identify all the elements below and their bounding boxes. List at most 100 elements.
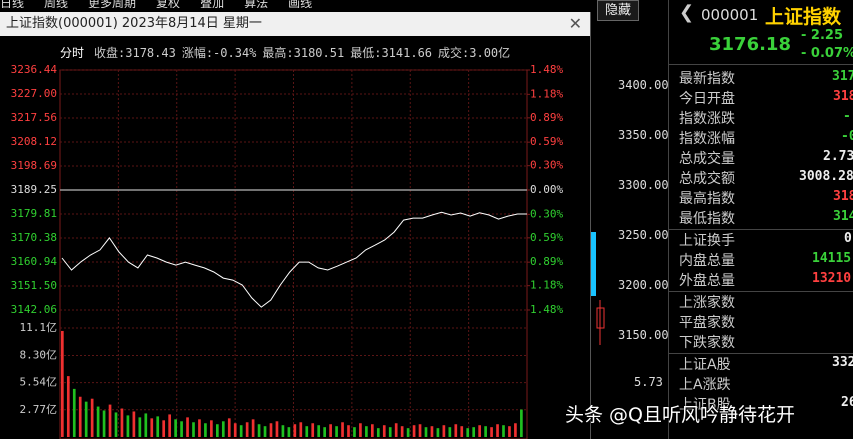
- volume-bar: [436, 428, 440, 437]
- row-label: 最低指数: [679, 211, 735, 227]
- volume-bar: [186, 417, 189, 437]
- separator: [669, 353, 853, 354]
- volume-bar: [108, 404, 112, 437]
- volume-bar: [442, 425, 446, 437]
- volume-bar: [359, 423, 362, 437]
- quote-panel: ❮ 000001 上证指数 3176.18 - 2.25 - 0.07% 最新指…: [668, 0, 853, 439]
- volume-bar: [84, 401, 88, 437]
- row-label: 上证B股: [679, 397, 731, 413]
- close-button[interactable]: ✕: [568, 14, 582, 33]
- stat: 成交:3.00亿: [438, 46, 511, 60]
- price: 3176.18: [709, 34, 791, 55]
- row-label: 平盘家数: [679, 315, 735, 331]
- volume-bar: [90, 398, 94, 437]
- y-tick-label: 3217.56: [11, 111, 57, 124]
- row-label: 指数涨幅: [679, 131, 735, 147]
- volume-bar: [168, 414, 171, 437]
- row-value: -: [843, 109, 851, 124]
- stat: 涨幅:-0.34%: [181, 46, 257, 60]
- row-label: 最高指数: [679, 191, 735, 207]
- volume-bar: [466, 428, 470, 437]
- y2-tick-label: 1.18%: [530, 279, 563, 292]
- row-value: 332: [832, 355, 853, 370]
- stock-name: 上证指数: [765, 6, 842, 28]
- y-tick-label: 3227.00: [11, 87, 57, 100]
- volume-bar: [353, 427, 356, 437]
- toolbar: 日线 周线 更多周期 复权 叠加 算法 画线: [0, 0, 590, 8]
- menu-item: 更多周期: [88, 0, 137, 8]
- volume-bar: [376, 428, 380, 437]
- volume-bar: [382, 425, 386, 437]
- volume-bar: [329, 424, 332, 437]
- mode-label: 分时: [60, 46, 85, 60]
- volume-bar: [335, 426, 338, 437]
- volume-bar: [192, 422, 195, 437]
- row-value: 14115: [812, 251, 852, 266]
- separator: [669, 64, 853, 65]
- popup-title: 上证指数(000001) 2023年8月14日 星期一: [0, 12, 590, 36]
- volume-bar: [454, 424, 458, 437]
- menu-item: 周线: [44, 0, 69, 8]
- volume-bar: [269, 423, 273, 437]
- volume-bar: [406, 428, 410, 437]
- separator: [669, 291, 853, 292]
- volume-bar: [484, 426, 487, 437]
- intraday-chart: 3236.44 3227.00 3217.56 3208.12 3198.69 3189.…: [11, 63, 563, 439]
- row-value: 318: [833, 189, 853, 204]
- volume-bar: [496, 424, 499, 437]
- y-tick-label: 3189.25: [11, 183, 57, 196]
- stats-line: 分时 收盘:3178.43 涨幅:-0.34% 最高:3180.51 最低:3141.6…: [60, 44, 516, 61]
- row-value: 3008.28: [799, 169, 853, 184]
- volume-bar: [508, 426, 511, 437]
- price-line: [61, 211, 527, 308]
- volume-bar: [293, 424, 297, 437]
- y-tick-label: 3236.44: [11, 63, 58, 76]
- row-value: 2.73: [823, 149, 853, 164]
- y-tick-label: 3179.81: [11, 207, 57, 220]
- y2-tick-label: 0.59%: [530, 231, 563, 244]
- y-tick-label: 3151.50: [11, 279, 57, 292]
- y-tick-label: 3170.38: [11, 231, 57, 244]
- y2-tick-label: 1.48%: [530, 303, 563, 316]
- volume-bar: [233, 423, 237, 437]
- row-value: 318: [833, 89, 853, 104]
- row-label: 最新指数: [679, 71, 735, 87]
- y2-tick-label: 0.00%: [530, 183, 563, 196]
- menu-item: 复权: [156, 0, 181, 8]
- y-tick-label: 5.54亿: [20, 376, 58, 389]
- volume-bar: [72, 388, 76, 437]
- volume-bar: [323, 427, 326, 437]
- candle: [596, 307, 605, 329]
- volume-bar: [388, 427, 392, 437]
- row-label: 总成交量: [679, 151, 735, 167]
- volume-bar: [472, 427, 476, 437]
- y2-tick-label: 1.48%: [530, 63, 563, 76]
- y2-tick-label: 0.89%: [530, 255, 563, 268]
- row-value: 0: [844, 231, 852, 246]
- volume-bar: [311, 423, 315, 437]
- volume-bar: [400, 426, 404, 437]
- y-tick-label: 3160.94: [11, 255, 58, 268]
- volume-bar: [132, 411, 136, 437]
- menu-item: 日线: [0, 0, 25, 8]
- volume-bar: [251, 419, 255, 437]
- y2-tick-label: 0.59%: [530, 135, 563, 148]
- volume-bar: [245, 422, 249, 437]
- menu-item: 画线: [288, 0, 313, 8]
- volume-bar: [275, 421, 279, 437]
- axis-label: 5.73: [634, 375, 663, 389]
- volume-bar: [478, 425, 481, 437]
- watermark: 头条 @Q且听风吟静待花开: [565, 404, 795, 426]
- y2-tick-label: 0.30%: [530, 159, 563, 172]
- row-label: 上A涨跌: [679, 377, 731, 393]
- volume-bar: [305, 426, 309, 437]
- volume-bar: [162, 420, 166, 437]
- candle: [588, 232, 596, 296]
- hide-button[interactable]: 隐藏: [597, 0, 639, 21]
- volume-bar: [430, 426, 434, 437]
- y-tick-label: 2.77亿: [20, 403, 58, 416]
- row-label: 外盘总量: [679, 273, 735, 289]
- volume-bar: [221, 421, 225, 437]
- volume-bar: [460, 426, 464, 437]
- volume-bar: [239, 425, 243, 437]
